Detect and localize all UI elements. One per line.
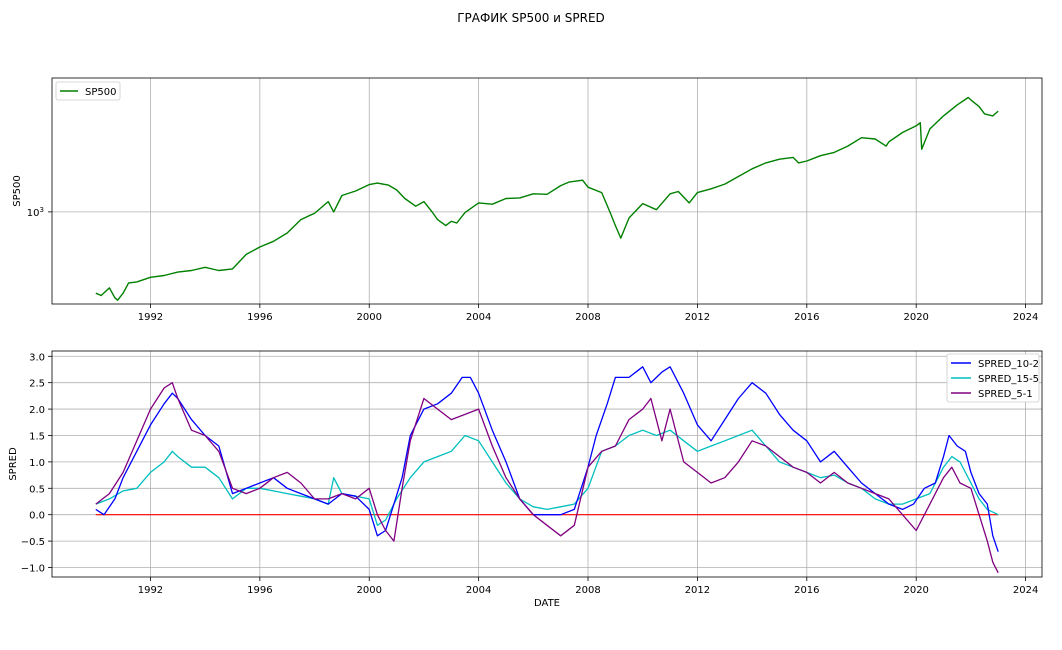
spread-10-2-line: [95, 366, 999, 552]
spread-5-1-line: [95, 382, 999, 574]
top-xtick-label: 2000: [357, 312, 382, 323]
top-xtick-label: 2012: [685, 312, 710, 323]
top-xtick-label: 1992: [138, 312, 163, 323]
bot-ytick-label: 0.0: [29, 511, 45, 522]
sp500-plot-frame: [51, 77, 1043, 305]
bot-xtick-label: 2012: [685, 585, 710, 596]
sp500-y-axis-label: SP500: [12, 175, 23, 206]
sp500-y-ticks: 103: [27, 206, 52, 219]
bot-ytick-label: 0.5: [29, 484, 45, 495]
bot-ytick-label: 3.0: [29, 352, 45, 363]
spread-panel: 1992 1996 2000 2004 2008 2012 2016 2020 2024 −1.…: [8, 350, 1043, 609]
sp500-legend: SP500: [55, 81, 121, 101]
sp500-series-group: [95, 96, 999, 301]
bot-xtick-label: 1992: [138, 585, 163, 596]
bot-xtick-label: 2020: [903, 585, 928, 596]
sp500-legend-label: SP500: [85, 87, 116, 98]
bot-ytick-label: −1.0: [21, 563, 45, 574]
bot-xtick-label: 2016: [794, 585, 819, 596]
bot-ytick-label: 1.5: [29, 431, 45, 442]
figure-title: ГРАФИК SP500 и SPRED: [457, 11, 605, 25]
spread-x-ticks: 1992 1996 2000 2004 2008 2012 2016 2020 2024: [138, 577, 1038, 596]
sp500-x-ticks: 1992 1996 2000 2004 2008 2012 2016 2020 2024: [138, 304, 1038, 323]
spread-grid: [52, 351, 1042, 577]
bot-xtick-label: 1996: [247, 585, 272, 596]
top-xtick-label: 2004: [466, 312, 491, 323]
bot-ytick-label: 2.0: [29, 405, 45, 416]
bot-ytick-label: 2.5: [29, 379, 45, 390]
bot-xtick-label: 2024: [1013, 585, 1038, 596]
spread-15-5-line: [95, 429, 999, 526]
spread-x-axis-label: DATE: [534, 598, 560, 609]
sp500-legend-box: [55, 81, 121, 101]
spread-legend-label: SPRED_15-5: [978, 374, 1039, 385]
bot-xtick-label: 2004: [466, 585, 491, 596]
bot-xtick-label: 2000: [357, 585, 382, 596]
top-ytick-label: 103: [27, 206, 44, 219]
sp500-line: [95, 96, 999, 301]
top-xtick-label: 2024: [1013, 312, 1038, 323]
bot-xtick-label: 2008: [575, 585, 600, 596]
spread-series-group: [95, 366, 999, 574]
spread-plot-frame: [51, 350, 1043, 578]
spread-legend: SPRED_10-2 SPRED_15-5 SPRED_5-1: [946, 353, 1040, 403]
sp500-grid: [52, 78, 1042, 304]
spread-legend-label: SPRED_5-1: [978, 389, 1033, 400]
bot-ytick-label: −0.5: [21, 537, 45, 548]
spread-legend-label: SPRED_10-2: [978, 359, 1039, 370]
sp500-panel: 1992 1996 2000 2004 2008 2012 2016 2020 2024 103…: [12, 77, 1043, 323]
spread-legend-box: [946, 353, 1040, 403]
bot-ytick-label: 1.0: [29, 458, 45, 469]
top-xtick-label: 1996: [247, 312, 272, 323]
top-xtick-label: 2008: [575, 312, 600, 323]
top-xtick-label: 2020: [903, 312, 928, 323]
top-xtick-label: 2016: [794, 312, 819, 323]
spread-y-axis-label: SPRED: [8, 447, 19, 481]
spread-y-ticks: −1.0 −0.5 0.0 0.5 1.0 1.5 2.0 2.5 3.0: [21, 352, 52, 574]
